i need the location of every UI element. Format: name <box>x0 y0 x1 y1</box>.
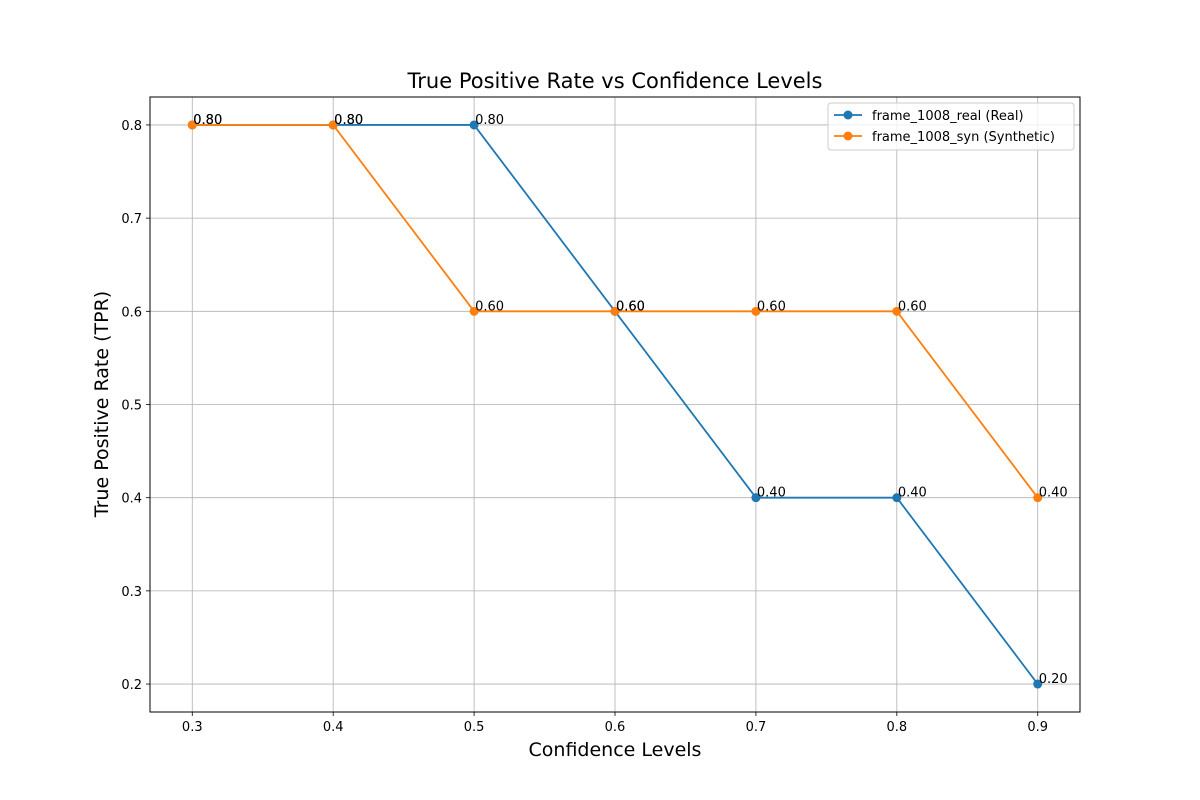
x-tick-label: 0.8 <box>886 720 907 735</box>
data-label: 0.60 <box>898 299 927 314</box>
data-point <box>469 120 479 130</box>
data-label: 0.60 <box>757 299 786 314</box>
data-point <box>610 306 620 316</box>
y-tick-label: 0.7 <box>121 212 142 227</box>
data-point <box>328 120 338 130</box>
y-tick-label: 0.8 <box>121 119 142 134</box>
data-label: 0.20 <box>1039 672 1068 687</box>
legend: frame_1008_real (Real) frame_1008_syn (Sy… <box>827 102 1075 151</box>
y-axis-ticks: 0.2 0.3 0.4 0.5 0.6 0.7 0.8 <box>121 119 150 693</box>
data-labels: 0.80 0.80 0.800.600.40 0.400.200.80 0.800.60… <box>193 113 1067 687</box>
data-point <box>751 306 761 316</box>
x-tick-label: 0.7 <box>746 720 767 735</box>
data-label: 0.80 <box>193 113 222 128</box>
x-tick-label: 0.4 <box>323 720 344 735</box>
data-label: 0.60 <box>616 299 645 314</box>
data-point <box>469 306 479 316</box>
legend-label: frame_1008_syn (Synthetic) <box>872 130 1055 145</box>
data-point <box>751 493 761 503</box>
data-label: 0.40 <box>898 486 927 501</box>
y-axis-label: True Positive Rate (TPR) <box>91 291 113 518</box>
data-markers <box>187 120 1043 689</box>
x-tick-label: 0.6 <box>605 720 626 735</box>
x-tick-label: 0.9 <box>1027 720 1048 735</box>
data-label: 0.40 <box>1039 486 1068 501</box>
data-label: 0.80 <box>334 113 363 128</box>
grid-lines <box>150 97 1080 712</box>
chart-title: True Positive Rate vs Confidence Levels <box>407 69 823 93</box>
y-tick-label: 0.5 <box>121 399 142 414</box>
data-label: 0.40 <box>757 486 786 501</box>
data-point <box>1033 679 1043 689</box>
data-label: 0.80 <box>334 113 363 128</box>
data-point <box>892 306 902 316</box>
x-axis-ticks: 0.3 0.4 0.5 0.6 0.7 0.8 0.9 <box>182 712 1048 735</box>
legend-marker <box>843 131 853 141</box>
data-label: 0.80 <box>475 113 504 128</box>
y-tick-label: 0.2 <box>121 678 142 693</box>
x-tick-label: 0.5 <box>464 720 485 735</box>
data-label: 0.60 <box>616 299 645 314</box>
legend-box <box>827 102 1075 151</box>
data-label: 0.80 <box>193 113 222 128</box>
legend-label: frame_1008_real (Real) <box>872 109 1024 124</box>
data-point <box>1033 493 1043 503</box>
legend-marker <box>843 110 853 120</box>
x-axis-label: Confidence Levels <box>529 739 702 761</box>
x-tick-label: 0.3 <box>182 720 203 735</box>
y-tick-label: 0.4 <box>121 492 142 507</box>
data-point <box>892 493 902 503</box>
data-point <box>187 120 197 130</box>
y-tick-label: 0.3 <box>121 585 142 600</box>
data-label: 0.60 <box>475 299 504 314</box>
y-tick-label: 0.6 <box>121 305 142 320</box>
